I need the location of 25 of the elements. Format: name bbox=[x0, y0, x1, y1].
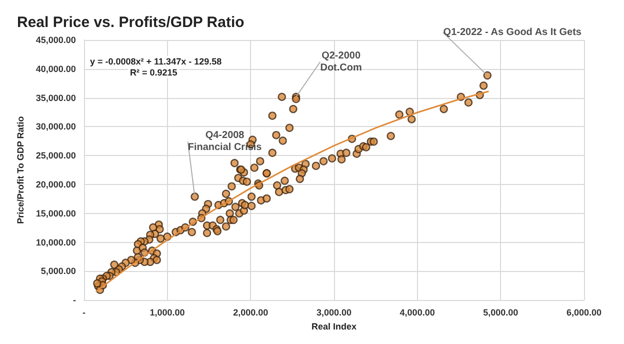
y-tick-label: 45,000.00 bbox=[36, 35, 76, 45]
x-tick-label: 1,000.00 bbox=[150, 308, 185, 318]
x-tick-label: 3,000.00 bbox=[316, 308, 352, 318]
y-tick-label: 15,000.00 bbox=[36, 208, 76, 218]
x-tick-label: 6,000.00 bbox=[566, 308, 602, 318]
y-tick-label: 30,000.00 bbox=[36, 122, 76, 132]
x-tick-label: - bbox=[82, 308, 86, 318]
annotation: y = -0.0008x² + 11.347x - 129.58 bbox=[90, 56, 222, 66]
y-axis-title: Price/Profit To GDP Ratio bbox=[16, 116, 26, 224]
chart-title: Real Price vs. Profits/GDP Ratio bbox=[17, 14, 244, 31]
x-tick-label: 4,000.00 bbox=[400, 308, 435, 318]
x-tick-label: 5,000.00 bbox=[483, 308, 518, 318]
x-axis-title: Real Index bbox=[311, 322, 356, 332]
y-tick-label: 25,000.00 bbox=[36, 150, 76, 161]
annotation: Q2-2000 Dot.Com bbox=[320, 50, 362, 74]
annotation: Q4-2008 Financial Crisis bbox=[188, 130, 262, 154]
y-tick-label: 5,000.00 bbox=[40, 266, 76, 276]
y-tick-label: - bbox=[72, 295, 76, 306]
y-tick-label: 35,000.00 bbox=[36, 92, 76, 103]
annotation: Q1-2022 - As Good As It Gets bbox=[443, 26, 582, 38]
annotation: R² = 0.9215 bbox=[130, 68, 178, 78]
y-tick-label: 10,000.00 bbox=[36, 237, 76, 248]
y-tick-label: 40,000.00 bbox=[36, 64, 76, 74]
y-tick-label: 20,000.00 bbox=[36, 180, 76, 190]
x-tick-label: 2,000.00 bbox=[233, 308, 268, 318]
